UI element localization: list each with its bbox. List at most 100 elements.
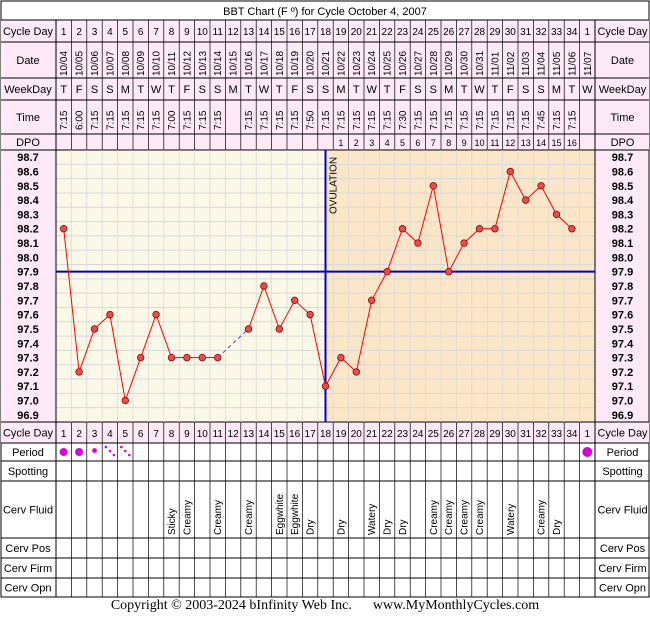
temp-point xyxy=(337,353,345,362)
cycle-day-label: 23 xyxy=(397,429,409,440)
y-tick-right: 97.5 xyxy=(612,324,633,336)
cycle-day-label: 30 xyxy=(505,27,517,38)
row-label-left: Cerv Pos xyxy=(5,543,51,555)
temp-point xyxy=(213,353,222,362)
date-label: 10/09 xyxy=(136,51,147,76)
period-marker xyxy=(75,448,84,456)
weekday-label: S xyxy=(322,84,329,96)
dpo-label: 3 xyxy=(369,138,374,148)
weekday-label: M xyxy=(121,84,130,96)
cycle-day-label: 17 xyxy=(305,27,317,38)
cycle-day-label: 13 xyxy=(243,27,255,38)
cycle-day-label: 12 xyxy=(228,429,240,440)
temp-line-segment xyxy=(278,300,296,330)
cerv-fluid-label: Creamy xyxy=(475,500,486,535)
date-label: 10/28 xyxy=(429,51,440,76)
time-label: 7:15 xyxy=(460,110,471,130)
y-tick-left: 98.6 xyxy=(17,166,38,178)
date-label: 11/05 xyxy=(552,51,563,76)
cycle-day-label: 26 xyxy=(443,429,455,440)
date-label: 10/19 xyxy=(290,51,301,76)
row-label-right: Cerv Firm xyxy=(598,563,646,575)
time-label: 7:00 xyxy=(167,110,178,130)
cycle-day-label: 15 xyxy=(274,27,286,38)
dpo-label: 11 xyxy=(490,138,499,148)
cerv-fluid-label: Eggwhite xyxy=(275,493,286,535)
y-tick-right: 96.9 xyxy=(612,410,633,422)
weekday-label: T xyxy=(461,84,468,96)
weekday-label: S xyxy=(522,84,529,96)
cycle-day-label: 30 xyxy=(505,429,517,440)
row-label-left: WeekDay xyxy=(4,84,52,96)
y-tick-right: 98.7 xyxy=(612,152,633,164)
cycle-day-label: 16 xyxy=(289,27,301,38)
cerv-fluid-label: Creamy xyxy=(244,500,255,535)
row-label-right: Date xyxy=(611,55,634,67)
header-row-bg xyxy=(1,100,649,134)
weekday-label: F xyxy=(184,84,191,96)
dpo-label: 16 xyxy=(567,138,577,148)
cycle-day-label: 22 xyxy=(382,27,394,38)
temp-line-segment xyxy=(509,171,527,201)
row-label-right: Cerv Fluid xyxy=(597,505,647,517)
temp-point xyxy=(429,182,437,190)
site-url[interactable]: www.MyMonthlyCycles.com xyxy=(372,598,540,613)
date-label: 11/06 xyxy=(567,51,578,76)
temp-line-segment xyxy=(448,242,465,272)
temp-line-segment xyxy=(325,357,342,387)
cycle-day-label: 19 xyxy=(335,27,347,38)
cycle-day-label: 6 xyxy=(138,27,144,38)
bbt-chart: BBT Chart (F º) for Cycle October 4, 200… xyxy=(0,0,650,598)
y-tick-left: 98.2 xyxy=(17,224,38,236)
y-tick-right: 97.7 xyxy=(612,295,633,307)
temp-point xyxy=(167,353,176,362)
cycle-day-label: 1 xyxy=(585,27,591,38)
weekday-label: W xyxy=(259,84,270,96)
temp-line-segment xyxy=(386,228,403,272)
weekday-label: F xyxy=(291,84,298,96)
time-label: 7:15 xyxy=(182,110,193,130)
y-tick-left: 98.0 xyxy=(17,252,38,264)
dpo-label: 6 xyxy=(415,138,420,148)
cycle-day-label: 7 xyxy=(153,429,159,440)
temp-line-segment xyxy=(371,271,388,301)
row-label-right: Period xyxy=(607,447,639,459)
cerv-fluid-label: Watery xyxy=(367,504,378,535)
dpo-label: 14 xyxy=(536,138,546,148)
date-label: 10/23 xyxy=(352,51,363,76)
temp-point xyxy=(152,310,160,319)
time-label: 7:15 xyxy=(213,110,224,130)
cycle-day-label: 9 xyxy=(184,429,190,440)
cycle-day-label: 1 xyxy=(585,429,591,440)
cycle-day-label: 15 xyxy=(274,429,286,440)
cycle-day-label: 14 xyxy=(258,429,270,440)
weekday-label: F xyxy=(399,84,406,96)
time-label: 7:15 xyxy=(506,110,517,130)
cycle-day-label: 3 xyxy=(92,27,98,38)
y-tick-right: 98.0 xyxy=(612,252,633,264)
cycle-day-label: 31 xyxy=(520,27,532,38)
cycle-day-label: 2 xyxy=(76,27,82,38)
cerv-fluid-label: Dry xyxy=(552,519,563,535)
date-label: 10/25 xyxy=(383,51,394,76)
period-marker xyxy=(120,445,123,449)
cycle-day-label: 1 xyxy=(61,429,67,440)
y-tick-right: 97.8 xyxy=(612,281,633,293)
cycle-day-label: 34 xyxy=(566,429,578,440)
date-label: 10/10 xyxy=(152,51,163,76)
footer: Copyright © 2003-2024 bInfinity Web Inc.… xyxy=(0,598,650,614)
temp-point xyxy=(121,396,129,405)
y-tick-right: 98.3 xyxy=(612,209,633,221)
date-label: 10/14 xyxy=(213,51,224,76)
y-tick-left: 98.7 xyxy=(17,152,38,164)
y-tick-right: 97.2 xyxy=(612,367,633,379)
row-label-left: Date xyxy=(16,55,39,67)
temp-point xyxy=(90,325,99,333)
weekday-label: M xyxy=(552,84,561,96)
cycle-day-label: 34 xyxy=(566,27,578,38)
copyright-text: Copyright © 2003-2024 bInfinity Web Inc. xyxy=(110,598,352,613)
temp-point xyxy=(106,310,114,319)
date-label: 10/29 xyxy=(444,51,455,76)
y-tick-left: 97.6 xyxy=(17,310,38,322)
